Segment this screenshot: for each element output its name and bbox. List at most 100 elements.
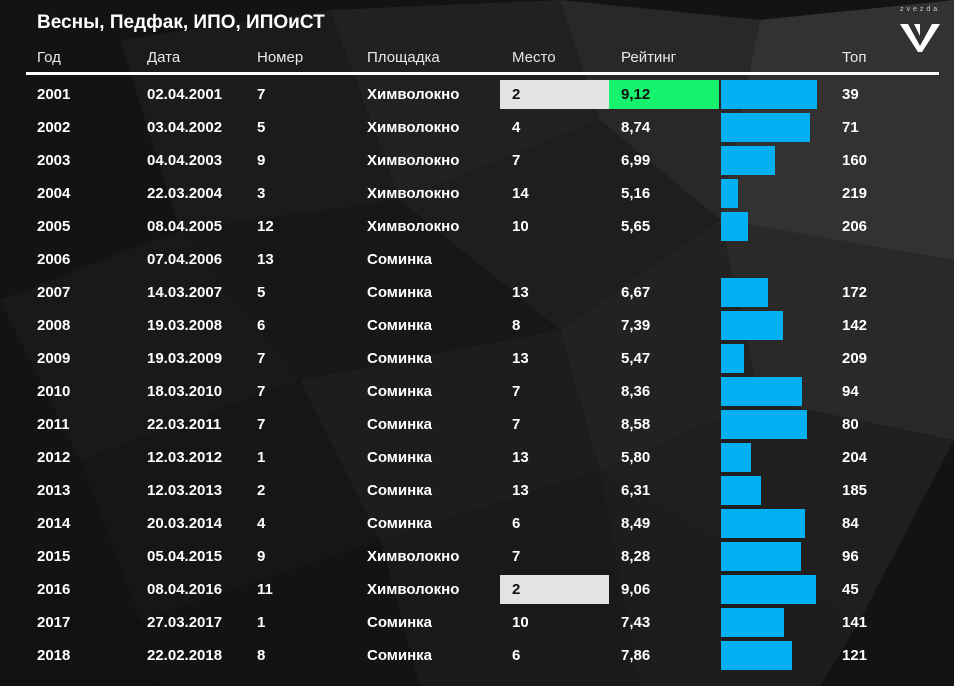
rating-bar	[721, 608, 784, 637]
cell-year: 2004	[37, 185, 71, 202]
cell-top: 45	[842, 581, 859, 598]
cell-number: 6	[257, 317, 266, 334]
cell-year: 2011	[37, 416, 70, 433]
rating-bar	[721, 344, 744, 373]
cell-year: 2005	[37, 218, 71, 235]
cell-top: 141	[842, 614, 868, 631]
cell-place: 7	[512, 416, 521, 433]
cell-date: 18.03.2010	[147, 383, 223, 400]
cell-year: 2008	[37, 317, 71, 334]
cell-date: 12.03.2012	[147, 449, 223, 466]
cell-place: 2	[500, 80, 609, 109]
cell-rating: 5,80	[621, 449, 651, 466]
column-header-top: Топ	[842, 49, 867, 66]
column-header-year: Год	[37, 49, 61, 66]
rating-bar	[721, 212, 748, 241]
cell-date: 05.04.2015	[147, 548, 223, 565]
cell-number: 13	[257, 251, 274, 268]
rating-bar	[721, 410, 807, 439]
rating-bar	[721, 278, 768, 307]
cell-rating: 9,12	[609, 80, 719, 109]
table-row: 2009 19.03.2009 7 Соминка 13 5,47 209	[0, 342, 954, 375]
cell-top: 94	[842, 383, 859, 400]
cell-number: 7	[257, 350, 266, 367]
cell-number: 8	[257, 647, 266, 664]
cell-top: 219	[842, 185, 868, 202]
cell-rating: 8,49	[621, 515, 651, 532]
cell-top: 209	[842, 350, 868, 367]
cell-rating: 6,31	[621, 482, 651, 499]
table-row: 2007 14.03.2007 5 Соминка 13 6,67 172	[0, 276, 954, 309]
zvezda-logo-icon	[900, 24, 940, 52]
rating-bar	[721, 542, 801, 571]
cell-number: 11	[257, 581, 273, 598]
cell-place: 6	[512, 647, 521, 664]
cell-top: 96	[842, 548, 859, 565]
cell-venue: Химволокно	[367, 185, 460, 202]
cell-year: 2013	[37, 482, 71, 499]
cell-rating: 8,36	[621, 383, 651, 400]
cell-place: 10	[512, 614, 529, 631]
cell-year: 2017	[37, 614, 71, 631]
cell-top: 206	[842, 218, 868, 235]
table-row: 2005 08.04.2005 12 Химволокно 10 5,65 206	[0, 210, 954, 243]
cell-venue: Соминка	[367, 416, 433, 433]
cell-rating: 7,39	[621, 317, 651, 334]
cell-venue: Химволокно	[367, 218, 460, 235]
table-row: 2016 08.04.2016 11 Химволокно 2 9,06 45	[0, 573, 954, 606]
rating-bar	[721, 443, 751, 472]
cell-year: 2010	[37, 383, 71, 400]
cell-date: 08.04.2016	[147, 581, 223, 598]
rating-bar	[721, 179, 738, 208]
cell-venue: Соминка	[367, 482, 433, 499]
table-row: 2012 12.03.2012 1 Соминка 13 5,80 204	[0, 441, 954, 474]
cell-venue: Соминка	[367, 383, 433, 400]
cell-venue: Соминка	[367, 647, 433, 664]
table-row: 2006 07.04.2006 13 Соминка	[0, 243, 954, 276]
cell-number: 1	[257, 614, 266, 631]
cell-year: 2007	[37, 284, 71, 301]
cell-venue: Соминка	[367, 449, 433, 466]
cell-date: 12.03.2013	[147, 482, 223, 499]
cell-date: 02.04.2001	[147, 86, 223, 103]
table-row: 2014 20.03.2014 4 Соминка 6 8,49 84	[0, 507, 954, 540]
cell-rating: 9,06	[621, 581, 651, 598]
cell-number: 9	[257, 548, 266, 565]
cell-year: 2001	[37, 86, 71, 103]
cell-place: 8	[512, 317, 521, 334]
rating-bar	[721, 476, 761, 505]
cell-top: 160	[842, 152, 868, 169]
cell-top: 80	[842, 416, 859, 433]
rating-bar	[721, 575, 816, 604]
cell-venue: Соминка	[367, 614, 433, 631]
cell-date: 08.04.2005	[147, 218, 223, 235]
cell-venue: Соминка	[367, 317, 433, 334]
table-row: 2018 22.02.2018 8 Соминка 6 7,86 121	[0, 639, 954, 672]
column-header-rating: Рейтинг	[621, 49, 677, 66]
cell-top: 204	[842, 449, 868, 466]
cell-rating: 6,99	[621, 152, 651, 169]
cell-top: 39	[842, 86, 859, 103]
cell-year: 2014	[37, 515, 71, 532]
cell-place: 4	[512, 119, 521, 136]
cell-date: 22.03.2011	[147, 416, 222, 433]
table-row: 2010 18.03.2010 7 Соминка 7 8,36 94	[0, 375, 954, 408]
table-row: 2004 22.03.2004 3 Химволокно 14 5,16 219	[0, 177, 954, 210]
page-title: Весны, Педфак, ИПО, ИПОиСТ	[37, 12, 325, 33]
cell-number: 5	[257, 284, 266, 301]
cell-place: 7	[512, 152, 521, 169]
cell-place: 10	[512, 218, 529, 235]
cell-rating: 5,47	[621, 350, 651, 367]
rating-bar	[721, 377, 802, 406]
table-row: 2001 02.04.2001 7 Химволокно 2 9,12 39	[0, 78, 954, 111]
cell-number: 7	[257, 416, 266, 433]
cell-top: 84	[842, 515, 859, 532]
cell-year: 2002	[37, 119, 71, 136]
cell-rating: 5,16	[621, 185, 651, 202]
cell-top: 185	[842, 482, 868, 499]
cell-top: 71	[842, 119, 859, 136]
cell-rating	[609, 243, 719, 276]
header-divider	[26, 72, 939, 75]
cell-place: 13	[512, 350, 529, 367]
cell-place: 13	[512, 482, 529, 499]
